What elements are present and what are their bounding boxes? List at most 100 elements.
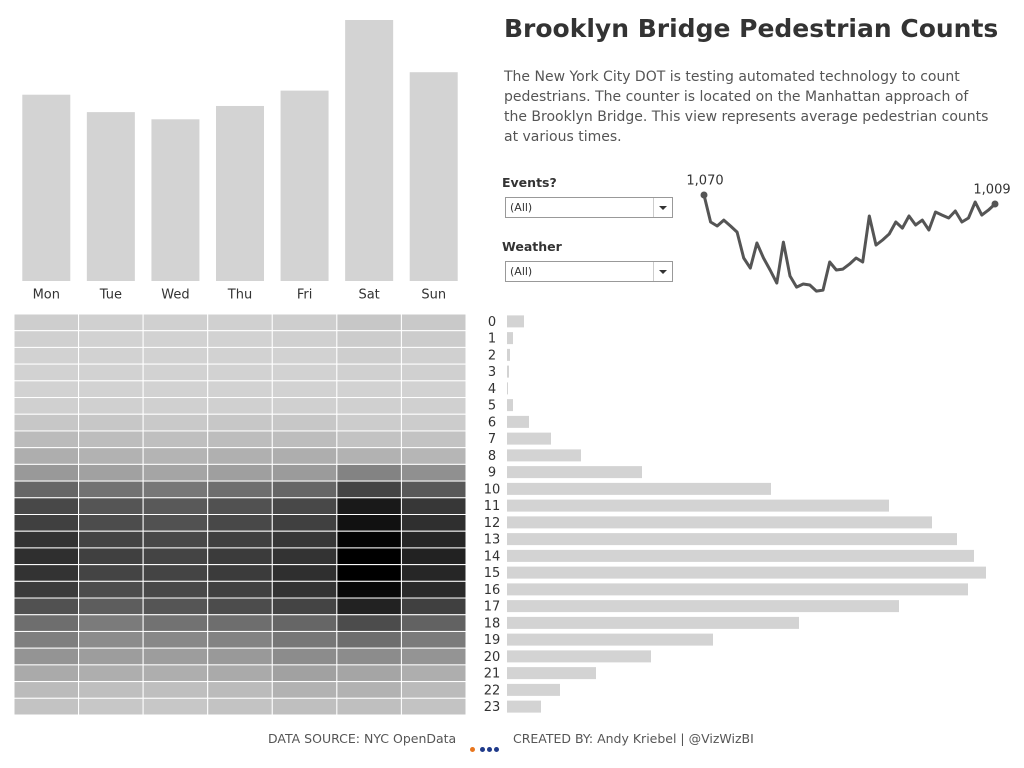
y-tick-label: 13 xyxy=(484,533,501,548)
heat-cell xyxy=(271,346,338,365)
heat-cell xyxy=(400,530,467,549)
heat-cell xyxy=(336,463,402,482)
dropdown[interactable]: (All) xyxy=(505,261,673,282)
heat-cell xyxy=(336,664,402,683)
heat-cell xyxy=(142,664,209,683)
bar xyxy=(507,449,581,462)
heat-cell xyxy=(13,447,80,465)
heat-cell xyxy=(336,480,402,499)
heat-cell xyxy=(207,463,273,482)
dropdown-arrow[interactable] xyxy=(653,262,672,281)
heat-cell xyxy=(400,647,467,666)
y-tick-label: 21 xyxy=(484,667,501,682)
heat-cell xyxy=(142,447,209,465)
heat-cell xyxy=(336,547,402,566)
heat-cell xyxy=(78,664,144,683)
heat-cell xyxy=(78,597,144,616)
heat-cell xyxy=(13,397,80,415)
heat-cell xyxy=(207,346,273,365)
heat-cell xyxy=(13,363,80,382)
heat-cell xyxy=(400,330,467,348)
heat-cell xyxy=(336,647,402,666)
heat-cell xyxy=(207,514,273,532)
heat-cell xyxy=(207,430,273,449)
heat-cell xyxy=(13,664,80,683)
heat-cell xyxy=(78,463,144,482)
heat-cell xyxy=(13,697,80,716)
heat-cell xyxy=(142,346,209,365)
y-tick-label: 5 xyxy=(488,399,496,414)
heat-cell xyxy=(13,597,80,616)
bar xyxy=(507,365,509,378)
heat-cell xyxy=(271,697,338,716)
heat-cell xyxy=(400,363,467,382)
heat-cell xyxy=(207,547,273,566)
heat-cell xyxy=(336,597,402,616)
data-label: 1,009 xyxy=(973,183,1010,198)
heat-cell xyxy=(78,530,144,549)
heat-cell xyxy=(78,397,144,415)
heat-cell xyxy=(400,614,467,632)
heat-cell xyxy=(400,346,467,365)
bar xyxy=(507,516,932,529)
heat-cell xyxy=(78,380,144,399)
heat-cell xyxy=(271,480,338,499)
heat-cell xyxy=(336,330,402,348)
bar xyxy=(507,700,541,713)
heat-cell xyxy=(271,530,338,549)
heat-cell xyxy=(336,447,402,465)
y-tick-label: 7 xyxy=(488,432,496,447)
bar xyxy=(507,533,957,546)
heat-cell xyxy=(78,614,144,632)
heat-cell xyxy=(207,447,273,465)
heat-cell xyxy=(78,681,144,699)
heat-cell xyxy=(336,363,402,382)
heat-cell xyxy=(78,330,144,348)
bar xyxy=(507,600,899,613)
heat-cell xyxy=(400,430,467,449)
heat-cell xyxy=(78,480,144,499)
heat-cell xyxy=(13,480,80,499)
heat-cell xyxy=(271,430,338,449)
heat-cell xyxy=(400,681,467,699)
heat-cell xyxy=(13,380,80,399)
y-tick-label: 3 xyxy=(488,365,496,380)
heat-cell xyxy=(207,480,273,499)
y-tick-label: 12 xyxy=(484,516,501,531)
heat-cell xyxy=(271,497,338,515)
heat-cell xyxy=(207,530,273,549)
x-tick-label: Sat xyxy=(358,288,379,303)
heat-cell xyxy=(13,647,80,666)
heat-cell xyxy=(207,363,273,382)
heat-cell xyxy=(336,580,402,599)
bar xyxy=(151,119,200,282)
heat-cell xyxy=(207,497,273,515)
heat-cell xyxy=(13,530,80,549)
heat-cell xyxy=(142,580,209,599)
heat-cell xyxy=(142,497,209,515)
heat-cell xyxy=(207,647,273,666)
heat-cell xyxy=(142,397,209,415)
heat-cell xyxy=(142,630,209,649)
heat-cell xyxy=(271,363,338,382)
heat-cell xyxy=(142,530,209,549)
heat-cell xyxy=(142,313,209,332)
heat-cell xyxy=(13,580,80,599)
heat-cell xyxy=(142,480,209,499)
heat-cell xyxy=(207,397,273,415)
heat-cell xyxy=(142,430,209,449)
heat-cell xyxy=(13,681,80,699)
dropdown[interactable]: (All) xyxy=(505,197,673,218)
heat-cell xyxy=(271,447,338,465)
heat-cell xyxy=(13,564,80,582)
heat-cell xyxy=(336,697,402,716)
bar xyxy=(86,112,135,281)
heat-cell xyxy=(271,664,338,683)
heat-cell xyxy=(78,430,144,449)
dropdown-value: (All) xyxy=(510,265,533,278)
bar xyxy=(507,650,651,663)
heat-cell xyxy=(142,547,209,566)
dropdown-arrow[interactable] xyxy=(653,198,672,217)
heat-cell xyxy=(271,681,338,699)
heat-cell xyxy=(78,413,144,432)
